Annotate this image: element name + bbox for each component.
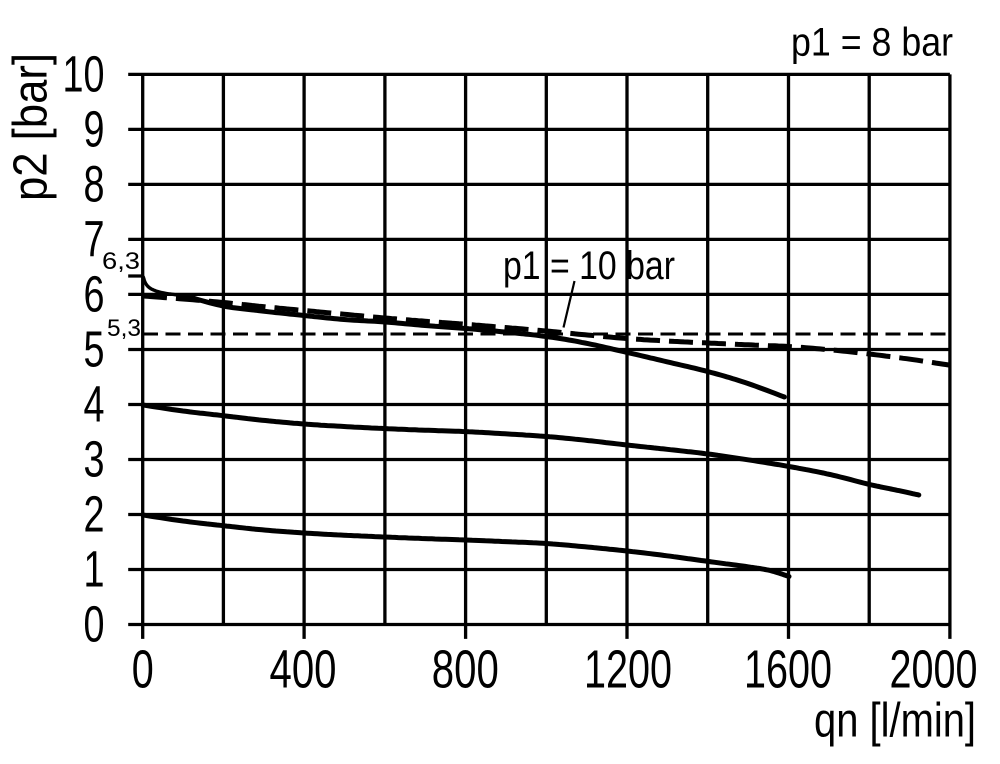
svg-text:1: 1: [84, 541, 105, 598]
svg-text:p1 = 10 bar: p1 = 10 bar: [503, 244, 675, 288]
svg-text:p1 = 8 bar: p1 = 8 bar: [791, 21, 953, 65]
svg-text:1600: 1600: [744, 641, 832, 700]
svg-text:8: 8: [84, 156, 105, 213]
svg-text:0: 0: [132, 641, 154, 700]
svg-text:9: 9: [84, 101, 105, 158]
svg-text:2000: 2000: [890, 641, 978, 700]
svg-text:5: 5: [84, 321, 105, 378]
svg-text:3: 3: [84, 431, 105, 488]
svg-text:6,3: 6,3: [102, 248, 140, 275]
svg-text:10: 10: [63, 46, 105, 103]
svg-text:5,3: 5,3: [107, 315, 141, 342]
svg-text:qn [l/min]: qn [l/min]: [814, 695, 976, 748]
svg-text:p2 [bar]: p2 [bar]: [5, 53, 58, 201]
svg-text:1200: 1200: [584, 641, 672, 700]
svg-text:0: 0: [84, 596, 105, 653]
svg-text:7: 7: [84, 211, 105, 268]
svg-text:6: 6: [84, 266, 105, 323]
svg-text:2: 2: [84, 486, 105, 543]
svg-text:4: 4: [84, 376, 105, 433]
svg-text:800: 800: [432, 641, 499, 700]
svg-text:400: 400: [270, 641, 337, 700]
